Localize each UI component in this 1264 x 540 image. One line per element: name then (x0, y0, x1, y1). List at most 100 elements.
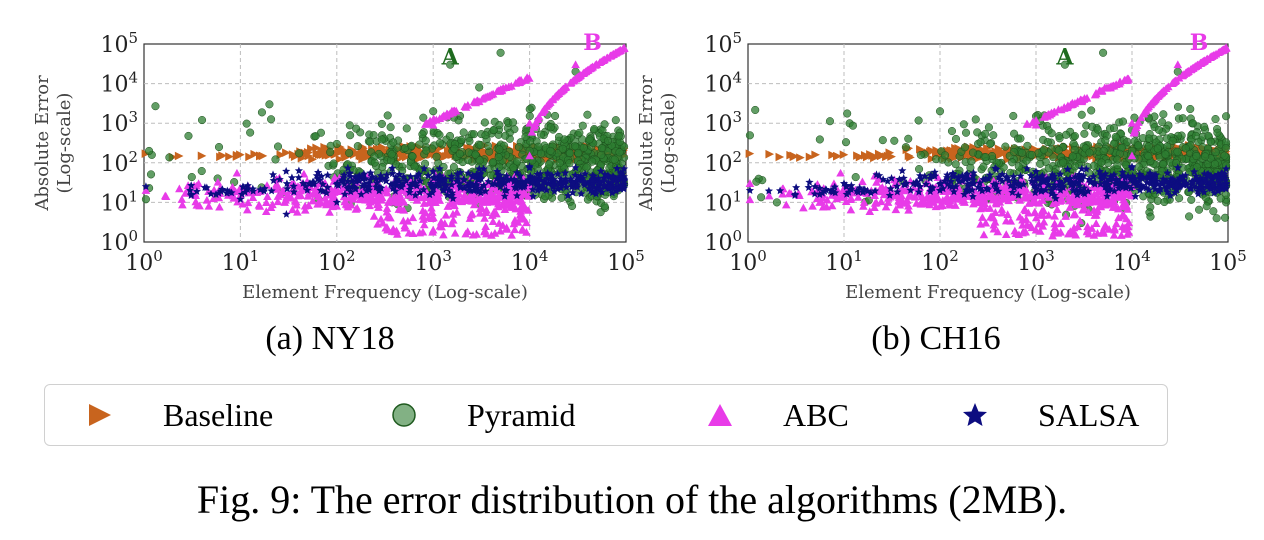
pyramid-point (1146, 212, 1155, 221)
pyramid-point (445, 131, 455, 141)
pyramid-point (984, 123, 993, 132)
baseline-point (356, 151, 366, 161)
pyramid-point (1008, 158, 1017, 167)
abc-point (487, 230, 496, 239)
salsa-point (464, 186, 473, 194)
pyramid-point (751, 105, 760, 115)
abc-point (507, 192, 516, 201)
abc-point (477, 203, 487, 212)
pyramid-point (525, 105, 534, 114)
abc-point (175, 184, 184, 193)
abc-point (181, 189, 190, 197)
pyramid-point (1009, 111, 1018, 121)
pyramid-point (402, 124, 411, 133)
salsa-point (346, 187, 355, 196)
salsa-point (547, 171, 556, 179)
salsa-point (543, 168, 552, 177)
pyramid-point (1144, 152, 1153, 161)
salsa-point (548, 180, 557, 189)
abc-point (426, 197, 436, 205)
salsa-point (496, 177, 506, 185)
pyramid-point (815, 135, 824, 144)
pyramid-point (973, 128, 982, 137)
pyramid-point (914, 116, 923, 125)
abc-point (248, 193, 258, 202)
salsa-point (406, 181, 415, 189)
abc-point (524, 191, 534, 200)
pyramid-point (242, 119, 251, 128)
pyramid-point (329, 159, 338, 168)
pyramid-point (273, 142, 283, 151)
y-tick-label: 102 (100, 148, 138, 177)
salsa-point (550, 187, 559, 195)
salsa-point (603, 171, 612, 180)
annotation-a: A (441, 45, 460, 71)
abc-point (202, 195, 212, 204)
abc-point (495, 191, 504, 200)
pyramid-point (1188, 119, 1198, 128)
salsa-point (415, 188, 424, 196)
pyramid-point (455, 149, 464, 158)
annotation-b: B (1190, 30, 1209, 56)
pyramid-point (916, 150, 925, 160)
salsa-point (529, 192, 538, 200)
abc-point (314, 192, 323, 201)
salsa-point (568, 179, 577, 188)
salsa-point (571, 163, 580, 172)
pyramid-point (1054, 146, 1063, 155)
pyramid-point (345, 121, 354, 130)
abc-point (507, 230, 516, 239)
pyramid-point (1144, 142, 1153, 151)
salsa-point (391, 187, 400, 195)
abc-point (520, 205, 530, 213)
pyramid-point (1216, 194, 1225, 203)
pyramid-point (488, 158, 498, 167)
pyramid-point (1080, 129, 1089, 138)
abc-point (474, 97, 484, 106)
pyramid-point (1085, 148, 1094, 157)
baseline-point (335, 154, 345, 164)
pyramid-point (1077, 110, 1086, 119)
pyramid-point (1191, 131, 1200, 140)
pyramid-point (383, 111, 392, 120)
salsa-point (372, 174, 381, 183)
salsa-point (533, 170, 542, 178)
pyramid-point (326, 148, 335, 157)
y-tick-label: 105 (100, 29, 138, 58)
abc-point (561, 82, 570, 91)
pyramid-point (1023, 141, 1032, 150)
salsa-point (410, 179, 419, 187)
salsa-point (318, 187, 327, 195)
baseline-point (282, 148, 291, 157)
salsa-point (580, 178, 589, 186)
pyramid-point (960, 143, 969, 152)
salsa-point (269, 176, 278, 185)
salsa-point (561, 168, 570, 177)
y-axis-label-line1: Absolute Error (636, 75, 657, 212)
pyramid-point (265, 100, 274, 109)
salsa-point (441, 182, 450, 191)
salsa-point (340, 190, 349, 198)
salsa-point (528, 185, 537, 194)
abc-point (255, 202, 265, 210)
y-tick-label: 100 (100, 227, 138, 256)
baseline-point (290, 152, 300, 161)
pyramid-point (387, 150, 396, 159)
abc-point (435, 221, 445, 230)
salsa-point (447, 180, 456, 189)
salsa-point (455, 179, 464, 188)
pyramid-point (475, 156, 484, 165)
abc-point (233, 197, 242, 206)
pyramid-point (377, 119, 386, 128)
salsa-point (338, 175, 347, 184)
salsa-point (267, 186, 276, 195)
pyramid-point (1099, 146, 1108, 155)
salsa-point (612, 164, 622, 173)
salsa-point (476, 188, 485, 197)
pyramid-point (1134, 141, 1143, 150)
salsa-point (240, 188, 250, 196)
pyramid-point (1211, 148, 1220, 157)
pyramid-point (1099, 48, 1108, 57)
pyramid-point (446, 60, 455, 69)
salsa-point (446, 174, 455, 183)
